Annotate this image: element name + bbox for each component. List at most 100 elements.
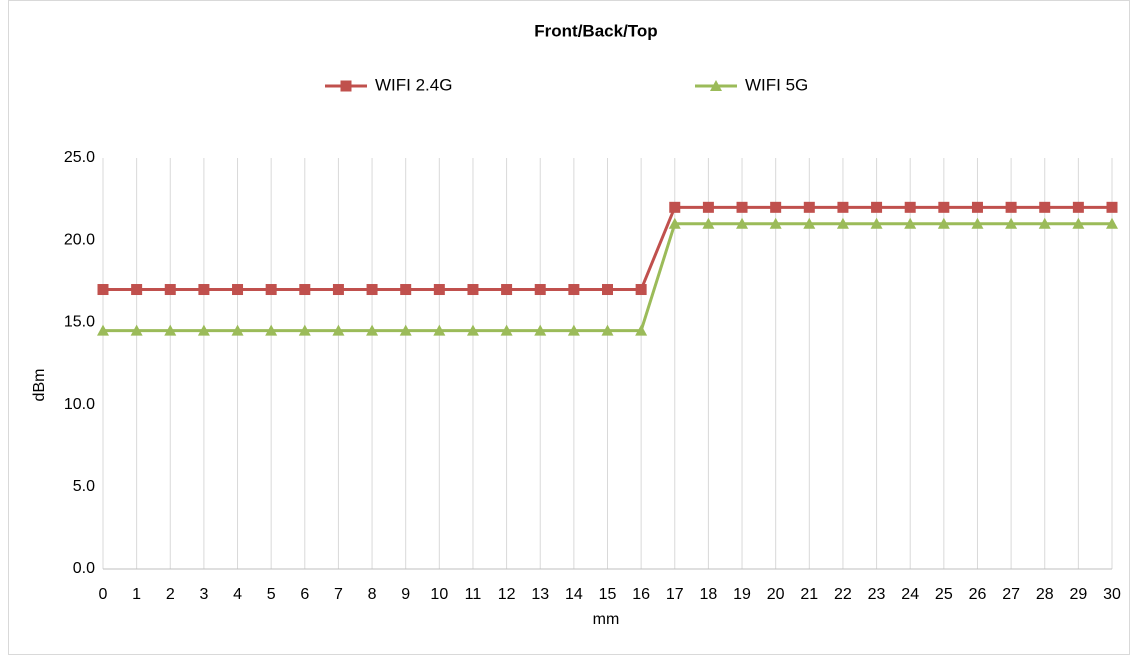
data-point — [568, 284, 580, 296]
y-tick-label: 15.0 — [64, 314, 95, 331]
x-tick-label: 12 — [498, 586, 516, 603]
data-point — [702, 201, 714, 213]
data-point — [870, 217, 883, 229]
data-point — [567, 324, 580, 336]
x-tick-label: 0 — [99, 586, 108, 603]
y-tick-label: 5.0 — [73, 478, 95, 495]
data-point — [500, 324, 513, 336]
x-tick-label: 10 — [430, 586, 448, 603]
x-tick-label: 7 — [334, 586, 343, 603]
x-tick-label: 27 — [1002, 586, 1020, 603]
x-tick-label: 9 — [401, 586, 410, 603]
data-point — [332, 284, 344, 296]
data-point — [265, 324, 278, 336]
data-point — [635, 284, 647, 296]
x-tick-label: 26 — [969, 586, 987, 603]
x-tick-label: 6 — [300, 586, 309, 603]
data-point — [97, 324, 109, 336]
data-point — [871, 201, 883, 213]
x-tick-label: 14 — [565, 586, 583, 603]
x-tick-label: 18 — [700, 586, 718, 603]
data-point — [937, 217, 950, 229]
data-point — [770, 201, 782, 213]
data-point — [803, 217, 816, 229]
data-point — [164, 284, 176, 296]
x-axis-label: mm — [593, 611, 620, 628]
y-axis-label: dBm — [31, 369, 48, 402]
data-point — [466, 324, 479, 336]
data-point — [904, 201, 916, 213]
data-point — [332, 324, 345, 336]
data-point — [1005, 217, 1018, 229]
y-tick-label: 25.0 — [64, 149, 95, 166]
data-point — [702, 217, 715, 229]
y-tick-label: 0.0 — [73, 560, 95, 577]
data-point — [971, 217, 984, 229]
data-point — [366, 284, 378, 296]
data-point — [837, 201, 849, 213]
data-point — [433, 324, 446, 336]
data-point — [635, 324, 648, 336]
data-point — [433, 284, 445, 296]
y-tick-label: 10.0 — [64, 396, 95, 413]
data-point — [1072, 201, 1084, 213]
data-point — [197, 324, 210, 336]
data-point — [971, 201, 983, 213]
x-tick-label: 13 — [531, 586, 549, 603]
x-tick-label: 3 — [199, 586, 208, 603]
x-tick-label: 4 — [233, 586, 242, 603]
data-point — [198, 284, 210, 296]
data-point — [130, 324, 143, 336]
data-point — [265, 284, 277, 296]
data-point — [1038, 217, 1051, 229]
x-tick-label: 1 — [132, 586, 141, 603]
data-point — [534, 324, 547, 336]
data-point — [938, 201, 950, 213]
legend-label: WIFI 5G — [745, 75, 808, 94]
x-tick-label: 30 — [1103, 586, 1121, 603]
x-tick-label: 17 — [666, 586, 684, 603]
data-point — [601, 324, 614, 336]
y-tick-label: 20.0 — [64, 231, 95, 248]
data-point — [1072, 217, 1085, 229]
x-tick-label: 21 — [800, 586, 818, 603]
legend-marker — [340, 80, 352, 92]
data-point — [803, 201, 815, 213]
x-tick-label: 16 — [632, 586, 650, 603]
data-point — [467, 284, 479, 296]
data-point — [298, 324, 311, 336]
data-point — [97, 284, 109, 296]
x-tick-label: 19 — [733, 586, 751, 603]
x-tick-label: 29 — [1069, 586, 1087, 603]
x-tick-label: 15 — [599, 586, 617, 603]
x-tick-label: 23 — [868, 586, 886, 603]
data-point — [668, 217, 681, 229]
data-point — [602, 284, 613, 296]
data-point — [399, 324, 412, 336]
data-point — [231, 324, 244, 336]
data-point — [836, 217, 849, 229]
legend-marker — [710, 80, 722, 91]
data-point — [131, 284, 143, 296]
x-tick-label: 22 — [834, 586, 852, 603]
data-point — [1106, 217, 1118, 229]
x-tick-label: 8 — [368, 586, 377, 603]
x-tick-label: 11 — [465, 586, 482, 603]
data-point — [232, 284, 244, 296]
data-point — [164, 324, 177, 336]
x-tick-label: 24 — [901, 586, 919, 603]
data-point — [534, 284, 546, 296]
x-tick-label: 25 — [935, 586, 953, 603]
x-tick-label: 2 — [166, 586, 175, 603]
data-point — [904, 217, 917, 229]
data-point — [501, 284, 513, 296]
data-point — [736, 217, 749, 229]
data-point — [1039, 201, 1051, 213]
data-point — [299, 284, 311, 296]
chart-frame — [8, 0, 1130, 655]
data-point — [769, 217, 782, 229]
data-point — [366, 324, 379, 336]
x-tick-label: 20 — [767, 586, 785, 603]
data-point — [400, 284, 412, 296]
